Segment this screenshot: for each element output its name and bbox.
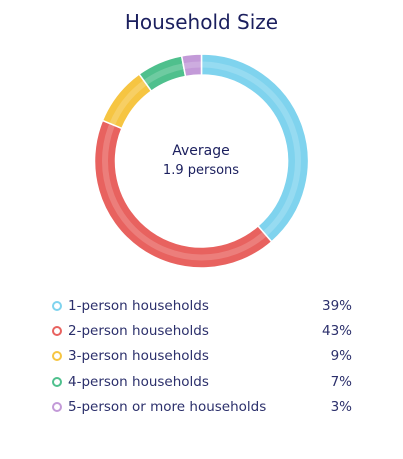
donut-center-text: Average 1.9 persons: [101, 141, 301, 181]
legend-item: 4-person households 7%: [52, 369, 352, 394]
legend-item: 5-person or more households 3%: [52, 394, 352, 419]
legend-item: 3-person households 9%: [52, 344, 352, 369]
legend-value: 7%: [330, 373, 352, 390]
donut-chart: Average 1.9 persons: [93, 53, 310, 269]
legend-label: 4-person households: [68, 373, 209, 390]
legend: 1-person households 39% 2-person household…: [52, 293, 352, 419]
legend-label: 5-person or more households: [68, 398, 267, 415]
legend-marker-icon: [52, 351, 62, 362]
legend-marker-icon: [52, 401, 62, 412]
chart-title: Household Size: [124, 10, 279, 34]
legend-item: 2-person households 43%: [52, 318, 352, 343]
legend-label: 2-person households: [68, 322, 209, 339]
legend-label: 1-person households: [68, 297, 209, 314]
legend-marker-icon: [52, 325, 62, 336]
legend-marker-icon: [52, 376, 62, 387]
legend-item: 1-person households 39%: [52, 293, 352, 318]
legend-value: 9%: [330, 348, 352, 365]
center-label: Average: [172, 143, 230, 159]
legend-value: 39%: [321, 297, 352, 314]
center-value: 1.9 persons: [162, 163, 240, 178]
legend-value: 43%: [321, 322, 352, 339]
legend-value: 3%: [330, 398, 352, 415]
legend-marker-icon: [52, 300, 62, 311]
legend-label: 3-person households: [68, 348, 209, 365]
donut-highlight: [102, 61, 301, 261]
donut-svg: [93, 53, 310, 269]
slice-5-person: [180, 53, 203, 78]
